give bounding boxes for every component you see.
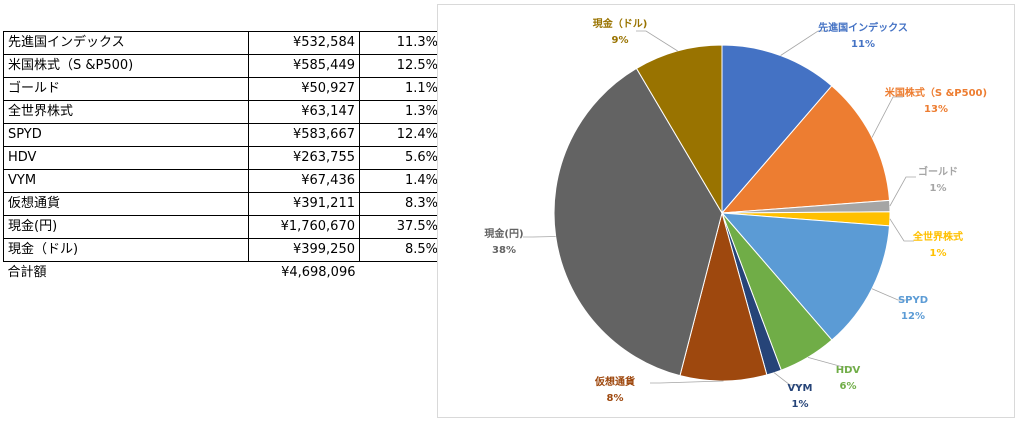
total-amount: ¥4,698,096 [281, 265, 356, 280]
holding-percent-cell: 37.5% [359, 215, 443, 239]
holding-name-cell: 全世界株式 [3, 100, 249, 124]
total-row: 合計額 ¥4,698,096 [4, 262, 443, 285]
slice-label: 全世界株式 1% [912, 230, 963, 259]
table-row: 全世界株式 ¥63,147 1.3% [3, 100, 443, 124]
slice-label-name: 仮想通貨 [594, 375, 635, 388]
holding-amount-cell: ¥263,755 [248, 146, 360, 170]
holding-name-cell: SPYD [3, 123, 249, 147]
slice-label: ゴールド 1% [918, 165, 958, 194]
pie-chart-area: 先進国インデックス 11% 米国株式（S &P500) 13% ゴールド 1% 全世界株式 1… [437, 4, 1015, 418]
table-row: VYM ¥67,436 1.4% [3, 169, 443, 193]
holding-amount-cell: ¥399,250 [248, 238, 360, 262]
leader-line [871, 288, 908, 301]
slice-label-name: 先進国インデックス [818, 21, 908, 34]
table-row: HDV ¥263,755 5.6% [3, 146, 443, 170]
holding-percent-cell: 5.6% [359, 146, 443, 170]
table-row: ゴールド ¥50,927 1.1% [3, 77, 443, 101]
slice-label: 現金（ドル) 9% [593, 17, 648, 46]
pie-slice [720, 85, 891, 214]
slice-label-percent: 38% [492, 245, 516, 256]
holding-amount-cell: ¥585,449 [248, 54, 360, 78]
holding-amount-cell: ¥1,760,670 [248, 215, 360, 239]
total-label: 合計額 [7, 265, 47, 280]
holding-percent-cell: 1.4% [359, 169, 443, 193]
leader-line [807, 357, 853, 368]
slice-label-percent: 1% [930, 248, 947, 259]
leader-line [889, 218, 914, 242]
holding-percent-cell: 11.3% [359, 31, 443, 55]
holding-amount-cell: ¥63,147 [248, 100, 360, 124]
leader-line [773, 372, 800, 386]
holding-name-cell: HDV [3, 146, 249, 170]
slice-label: 米国株式（S &P500) 13% [885, 86, 987, 115]
leader-line [780, 30, 828, 56]
slice-label-name: VYM [788, 383, 813, 394]
leader-line [889, 176, 916, 207]
leader-line [636, 30, 678, 52]
pie-slice [720, 212, 891, 341]
slice-label-name: SPYD [898, 295, 928, 306]
holding-percent-cell: 8.5% [359, 238, 443, 262]
table-row: 米国株式（S &P500) ¥585,449 12.5% [3, 54, 443, 78]
holding-amount-cell: ¥67,436 [248, 169, 360, 193]
holding-percent-cell: 1.3% [359, 100, 443, 124]
holding-amount-cell: ¥391,211 [248, 192, 360, 216]
table-row: 仮想通貨 ¥391,211 8.3% [3, 192, 443, 216]
slice-label-percent: 13% [924, 104, 948, 115]
pie-slice [553, 67, 723, 377]
slice-label-percent: 9% [612, 35, 629, 46]
table-body: 先進国インデックス ¥532,584 11.3% 米国株式（S &P500) ¥585,… [3, 31, 443, 285]
holding-percent-cell: 8.3% [359, 192, 443, 216]
holding-name-cell: 米国株式（S &P500) [3, 54, 249, 78]
holding-name-cell: ゴールド [3, 77, 249, 101]
slice-label: HDV 6% [836, 365, 861, 392]
slice-label: 先進国インデックス 11% [818, 21, 908, 50]
leader-line [650, 380, 724, 384]
table-row: SPYD ¥583,667 12.4% [3, 123, 443, 147]
slice-label-name: 現金（ドル) [593, 17, 648, 30]
slice-label-name: 米国株式（S &P500) [885, 86, 987, 99]
holding-percent-cell: 12.5% [359, 54, 443, 78]
slice-label-percent: 1% [792, 399, 809, 410]
total-empty-cell [360, 262, 443, 285]
slice-label-percent: 11% [851, 39, 875, 50]
table-row: 現金(円) ¥1,760,670 37.5% [3, 215, 443, 239]
holding-name-cell: VYM [3, 169, 249, 193]
table-row: 先進国インデックス ¥532,584 11.3% [3, 31, 443, 55]
holding-percent-cell: 1.1% [359, 77, 443, 101]
slice-label: VYM 1% [788, 383, 813, 410]
holding-name-cell: 現金(円) [3, 215, 249, 239]
slice-label-name: ゴールド [918, 165, 958, 178]
holding-name-cell: 先進国インデックス [3, 31, 249, 55]
slice-label: SPYD 12% [898, 295, 928, 322]
holding-name-cell: 現金（ドル) [3, 238, 249, 262]
slice-label-percent: 12% [901, 311, 925, 322]
holding-amount-cell: ¥583,667 [248, 123, 360, 147]
slice-label-percent: 6% [840, 381, 857, 392]
leader-line [523, 236, 556, 238]
holding-percent-cell: 12.4% [359, 123, 443, 147]
slice-label-name: 現金(円) [484, 227, 523, 240]
holding-name-cell: 仮想通貨 [3, 192, 249, 216]
slice-label: 仮想通貨 8% [594, 375, 635, 404]
leader-line [871, 96, 903, 138]
table-row: 現金（ドル) ¥399,250 8.5% [3, 238, 443, 262]
slice-label-name: HDV [836, 365, 861, 376]
slice-label-percent: 1% [930, 183, 947, 194]
pie-slice [635, 44, 723, 215]
slice-label-percent: 8% [607, 393, 624, 404]
slice-label: 現金(円) 38% [484, 227, 523, 256]
holding-amount-cell: ¥532,584 [248, 31, 360, 55]
pie-chart: 先進国インデックス 11% 米国株式（S &P500) 13% ゴールド 1% 全世界株式 1… [484, 17, 987, 410]
slice-label-name: 全世界株式 [912, 230, 963, 243]
pie-slice [721, 44, 833, 215]
holding-amount-cell: ¥50,927 [248, 77, 360, 101]
holdings-table: 先進国インデックス ¥532,584 11.3% 米国株式（S &P500) ¥585,… [3, 31, 443, 284]
